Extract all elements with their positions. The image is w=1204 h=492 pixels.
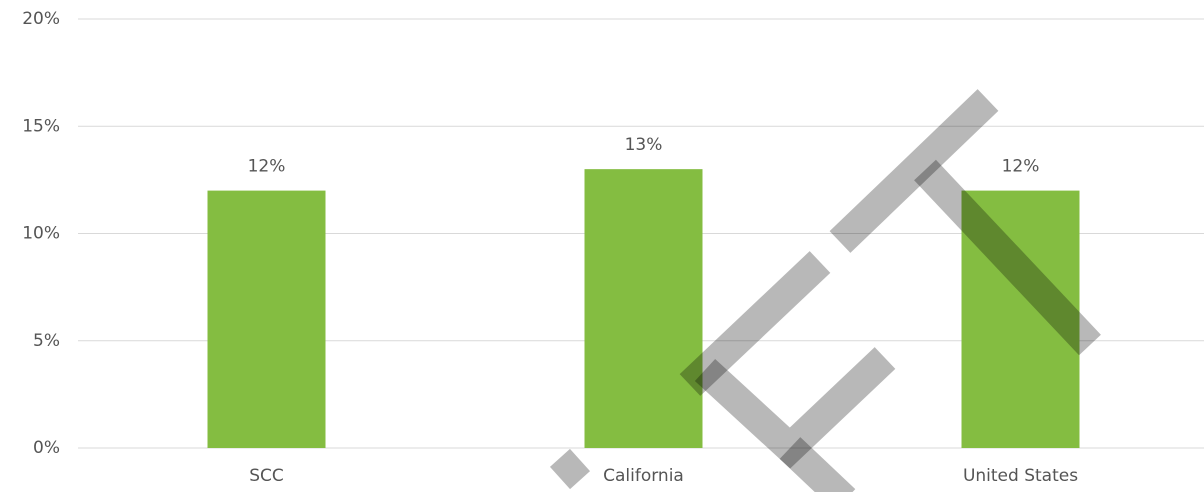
data-label: 13%	[625, 135, 663, 155]
bar	[961, 190, 1080, 448]
watermark-stroke	[779, 437, 856, 492]
y-tick-label: 20%	[22, 9, 60, 29]
watermark-stroke	[914, 159, 1101, 356]
x-tick-label: SCC	[249, 466, 284, 486]
watermark-stroke	[829, 89, 999, 253]
bar	[207, 190, 326, 448]
plot-area: 0% 5% 10% 15% 20% SCC 12% California 13% United S…	[22, 9, 1204, 486]
y-tick-label: 10%	[22, 224, 60, 244]
data-label: 12%	[1002, 157, 1040, 177]
y-tick-label: 5%	[33, 331, 60, 351]
x-tick-label: California	[603, 466, 684, 486]
watermark-stroke	[694, 347, 896, 469]
watermark-stroke	[549, 448, 591, 490]
watermark-stroke	[679, 251, 831, 396]
watermark	[549, 89, 1101, 492]
bar	[584, 169, 703, 448]
x-tick-label: United States	[963, 466, 1078, 486]
y-tick-label: 0%	[33, 438, 60, 458]
data-label: 12%	[248, 157, 286, 177]
y-tick-label: 15%	[22, 116, 60, 136]
